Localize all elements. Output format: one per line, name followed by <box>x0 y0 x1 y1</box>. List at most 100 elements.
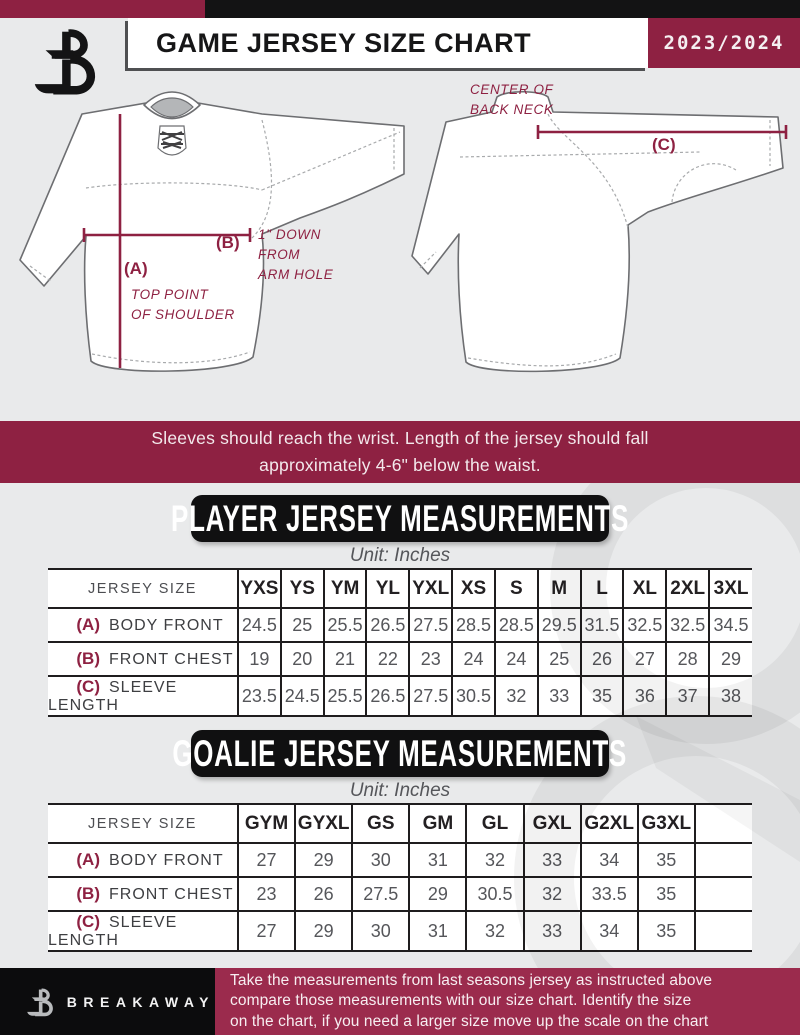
goalie-unit-label: Unit: Inches <box>349 780 451 801</box>
measurement-value: 38 <box>708 675 752 717</box>
measurement-name: BODY FRONT <box>109 852 224 869</box>
banner-line-2: approximately 4-6" below the waist. <box>259 455 541 475</box>
measurement-value: 36 <box>622 675 667 717</box>
measurement-label: (A) BODY FRONT <box>48 607 238 643</box>
player-section-title: PLAYER JERSEY MEASUREMENTS <box>170 497 630 539</box>
table-row: (A) BODY FRONT 24.5 25 25.5 26.5 27.5 28.5 28.5 2… <box>48 607 752 643</box>
measurement-key: (A) <box>76 615 100 634</box>
measurement-value: 29.5 <box>536 607 581 643</box>
size-column-header: G2XL <box>579 803 638 844</box>
measurement-value: 30.5 <box>451 675 495 717</box>
size-column-header: 2XL <box>665 568 710 609</box>
size-column-header: YXS <box>237 568 281 609</box>
size-column-header <box>693 803 752 844</box>
measurement-value: 25.5 <box>322 607 367 643</box>
label-a: (A) <box>124 259 148 278</box>
measurement-value: 23 <box>236 876 296 912</box>
season-label: 2023/2024 <box>663 32 785 54</box>
table-header-row: JERSEY SIZE GYM GYXL GS GM GL GXL G2XL G3XL <box>48 803 752 844</box>
measurement-value: 27.5 <box>408 607 453 643</box>
measurement-value: 33 <box>536 675 581 717</box>
table-row: (C) SLEEVE LENGTH 27 29 30 31 32 33 34 35 <box>48 910 752 952</box>
measurement-value: 25 <box>536 641 581 677</box>
measurement-value: 35 <box>636 842 695 878</box>
measurement-value: 27 <box>236 842 296 878</box>
measurement-value: 20 <box>279 641 324 677</box>
footer-note-block: Take the measurements from last seasons … <box>215 968 800 1035</box>
size-column-header: YM <box>322 568 367 609</box>
measurement-name: FRONT CHEST <box>109 886 234 903</box>
measurement-value: 23.5 <box>237 675 281 717</box>
measurement-value: 29 <box>708 641 752 677</box>
corner-label: JERSEY SIZE <box>48 568 238 609</box>
measurement-value <box>693 910 752 952</box>
measurement-value: 29 <box>408 876 467 912</box>
measurement-value: 24 <box>493 641 538 677</box>
measurement-name: FRONT CHEST <box>109 651 234 668</box>
size-column-header: GS <box>351 803 410 844</box>
table-row: (B) FRONT CHEST 23 26 27.5 29 30.5 32 33.5 35 <box>48 876 752 912</box>
measurement-value: 21 <box>322 641 367 677</box>
measurement-key: (B) <box>76 884 100 903</box>
measurement-value: 23 <box>408 641 453 677</box>
footer-brand-name: BREAKAWAY <box>66 993 215 1010</box>
measurement-value: 26.5 <box>365 607 410 643</box>
measurement-value: 22 <box>365 641 410 677</box>
footer: BREAKAWAY Take the measurements from las… <box>0 968 800 1035</box>
player-measurements-table: JERSEY SIZE YXS YS YM YL YXL XS S M L XL 2XL 3XL (A) B… <box>48 568 752 717</box>
size-column-header: S <box>493 568 538 609</box>
measurement-value: 31.5 <box>579 607 624 643</box>
measurement-key: (B) <box>76 649 100 668</box>
note-c: CENTER OF BACK NECK <box>470 82 554 117</box>
back-jersey-outline <box>411 90 784 373</box>
label-c: (C) <box>652 135 676 154</box>
table-row: (C) SLEEVE LENGTH 23.5 24.5 25.5 26.5 27.5 30.5… <box>48 675 752 717</box>
measurement-label: (A) BODY FRONT <box>48 842 238 878</box>
measurement-value: 27.5 <box>351 876 410 912</box>
front-collar-inset <box>150 97 194 118</box>
measurement-value: 33 <box>522 842 581 878</box>
measurement-value: 32 <box>493 675 538 717</box>
seam-lines <box>29 113 771 367</box>
measurement-value: 27 <box>622 641 667 677</box>
measurement-value: 26 <box>579 641 624 677</box>
measurement-value: 25.5 <box>322 675 367 717</box>
size-column-header: YXL <box>408 568 453 609</box>
goalie-section-header: GOALIE JERSEY MEASUREMENTS <box>173 730 627 777</box>
measurement-value: 28.5 <box>493 607 538 643</box>
measurement-key: (C) <box>76 912 100 931</box>
measurement-value: 37 <box>665 675 710 717</box>
size-column-header: GYXL <box>294 803 353 844</box>
footer-brand-block: BREAKAWAY <box>0 968 215 1035</box>
measurement-value: 32 <box>465 910 524 952</box>
corner-label: JERSEY SIZE <box>48 803 238 844</box>
size-column-header: XL <box>622 568 667 609</box>
measurement-label: (B) FRONT CHEST <box>48 641 238 677</box>
player-section-header: PLAYER JERSEY MEASUREMENTS <box>171 495 628 542</box>
measurement-value: 34.5 <box>708 607 752 643</box>
note-b: 1" DOWN FROM ARM HOLE <box>258 227 334 282</box>
jersey-diagrams <box>19 90 788 373</box>
measurement-lines <box>82 114 788 368</box>
measurement-label: (B) FRONT CHEST <box>48 876 238 912</box>
label-b: (B) <box>216 233 240 252</box>
page-title-box: GAME JERSEY SIZE CHART <box>128 18 648 68</box>
note-a: TOP POINT OF SHOULDER <box>131 287 235 322</box>
player-unit-label: Unit: Inches <box>349 545 451 566</box>
table-row: (B) FRONT CHEST 19 20 21 22 23 24 24 25 26 27 28 29 <box>48 641 752 677</box>
size-column-header: GL <box>465 803 524 844</box>
measurement-value: 28.5 <box>451 607 495 643</box>
measurement-value: 31 <box>408 910 467 952</box>
table-header-row: JERSEY SIZE YXS YS YM YL YXL XS S M L XL 2XL 3XL <box>48 568 752 609</box>
table-row: (A) BODY FRONT 27 29 30 31 32 33 34 35 <box>48 842 752 878</box>
measurement-value: 30.5 <box>465 876 524 912</box>
measurement-value: 32 <box>522 876 581 912</box>
fit-instruction-banner: Sleeves should reach the wrist. Length o… <box>0 421 800 483</box>
measurement-value: 35 <box>636 910 695 952</box>
measurement-value: 19 <box>237 641 281 677</box>
footer-note: Take the measurements from last seasons … <box>230 971 713 1030</box>
measurement-name: SLEEVE LENGTH <box>48 679 178 714</box>
measurement-key: (A) <box>76 850 100 869</box>
size-column-header: GXL <box>522 803 581 844</box>
breakaway-b-mark <box>34 29 96 95</box>
